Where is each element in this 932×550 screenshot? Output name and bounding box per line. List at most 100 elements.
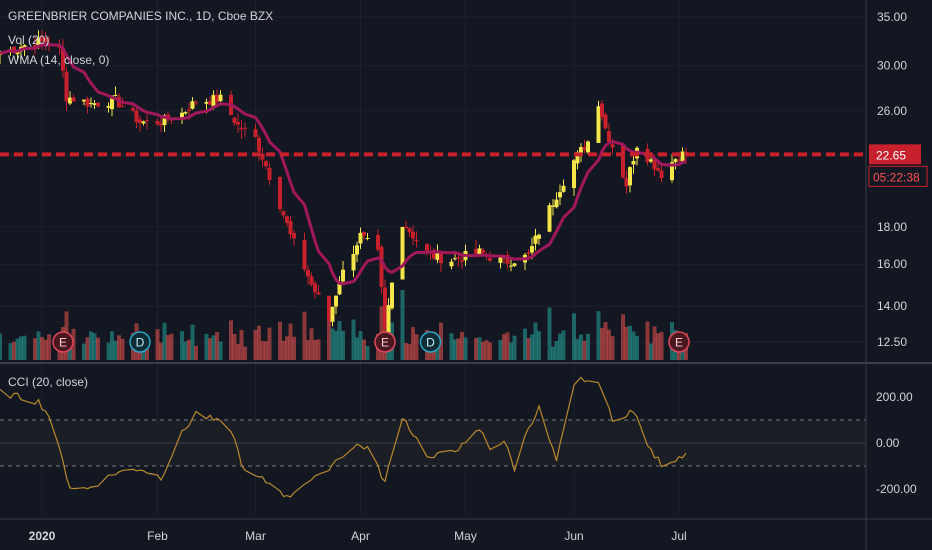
candle-body[interactable] bbox=[386, 305, 391, 333]
candle-body[interactable] bbox=[260, 153, 265, 160]
candle-body[interactable] bbox=[365, 237, 370, 239]
candle-body[interactable] bbox=[460, 260, 464, 262]
candle-body[interactable] bbox=[603, 114, 608, 129]
candle-body[interactable] bbox=[659, 170, 664, 179]
candle-body[interactable] bbox=[71, 97, 76, 102]
candle-body[interactable] bbox=[456, 256, 461, 259]
candle-body[interactable] bbox=[435, 251, 440, 260]
candle-body[interactable] bbox=[159, 123, 163, 126]
candle-body[interactable] bbox=[425, 244, 429, 253]
candle-body[interactable] bbox=[194, 102, 198, 104]
candle-body[interactable] bbox=[309, 276, 314, 285]
wma-legend[interactable]: WMA (14, close, 0) bbox=[8, 53, 110, 67]
cci-axis[interactable]: 200.00 0.00 -200.00 bbox=[876, 390, 917, 496]
candle-body[interactable] bbox=[236, 122, 240, 125]
candle-body[interactable] bbox=[505, 254, 510, 264]
candle-body[interactable] bbox=[278, 177, 282, 210]
candle-body[interactable] bbox=[327, 295, 331, 321]
candle-body[interactable] bbox=[670, 162, 674, 181]
candle-body[interactable] bbox=[43, 37, 48, 43]
candle-body[interactable] bbox=[253, 129, 258, 138]
candle-body[interactable] bbox=[12, 46, 16, 53]
candle-body[interactable] bbox=[218, 94, 223, 102]
candle-body[interactable] bbox=[208, 101, 212, 105]
candle-body[interactable] bbox=[509, 265, 513, 267]
candle-body[interactable] bbox=[183, 112, 188, 114]
dividend-marker[interactable]: D bbox=[419, 331, 442, 353]
candle-body[interactable] bbox=[621, 144, 625, 178]
candle-body[interactable] bbox=[414, 239, 419, 242]
candle-body[interactable] bbox=[334, 295, 338, 307]
candle-body[interactable] bbox=[134, 110, 139, 123]
candle-body[interactable] bbox=[379, 246, 384, 287]
candle-body[interactable] bbox=[477, 248, 482, 255]
candle-body[interactable] bbox=[526, 252, 531, 255]
candle-body[interactable] bbox=[537, 234, 541, 239]
candle-body[interactable] bbox=[554, 199, 559, 208]
symbol-legend[interactable]: GREENBRIER COMPANIES INC., 1D, Cboe BZX bbox=[8, 9, 274, 23]
candle-body[interactable] bbox=[351, 254, 356, 271]
candle-body[interactable] bbox=[404, 226, 408, 229]
candle-body[interactable] bbox=[362, 232, 366, 236]
candle-body[interactable] bbox=[292, 233, 296, 239]
candle-body[interactable] bbox=[92, 103, 97, 105]
price-axis[interactable]: 35.00 30.00 26.00 18.00 16.00 14.00 12.50 bbox=[877, 10, 907, 349]
candle-body[interactable] bbox=[610, 144, 615, 148]
candle-body[interactable] bbox=[264, 161, 268, 167]
candle-body[interactable] bbox=[40, 37, 44, 42]
candle-body[interactable] bbox=[530, 246, 534, 253]
earnings-marker[interactable]: E bbox=[374, 331, 396, 353]
candle-body[interactable] bbox=[558, 192, 562, 198]
candle-body[interactable] bbox=[96, 102, 100, 107]
candle-body[interactable] bbox=[628, 167, 632, 186]
candle-body[interactable] bbox=[586, 141, 590, 153]
candle-body[interactable] bbox=[631, 160, 636, 165]
candle-body[interactable] bbox=[138, 119, 142, 123]
candle-body[interactable] bbox=[652, 160, 657, 170]
candle-body[interactable] bbox=[141, 121, 146, 124]
candle-body[interactable] bbox=[411, 231, 415, 239]
candle-body[interactable] bbox=[330, 306, 335, 322]
earnings-marker[interactable]: E bbox=[668, 331, 690, 353]
candle-body[interactable] bbox=[677, 159, 681, 161]
candle-body[interactable] bbox=[243, 127, 247, 129]
candle-body[interactable] bbox=[61, 47, 65, 71]
candle-body[interactable] bbox=[680, 151, 685, 162]
candle-body[interactable] bbox=[607, 131, 611, 142]
candle-body[interactable] bbox=[355, 245, 359, 255]
candle-body[interactable] bbox=[561, 185, 566, 192]
candle-body[interactable] bbox=[267, 167, 272, 180]
candle-body[interactable] bbox=[162, 115, 167, 126]
candle-body[interactable] bbox=[285, 216, 289, 223]
candle-body[interactable] bbox=[288, 220, 293, 235]
dividend-marker[interactable]: D bbox=[129, 331, 151, 353]
candle-body[interactable] bbox=[488, 258, 492, 261]
candle-body[interactable] bbox=[533, 235, 538, 244]
candle-body[interactable] bbox=[180, 112, 184, 120]
candle-body[interactable] bbox=[316, 292, 321, 295]
candle-body[interactable] bbox=[474, 249, 478, 254]
candle-body[interactable] bbox=[306, 269, 310, 277]
candle-body[interactable] bbox=[239, 127, 244, 130]
candle-body[interactable] bbox=[649, 159, 653, 162]
candle-body[interactable] bbox=[131, 108, 135, 111]
candle-body[interactable] bbox=[600, 103, 604, 117]
candle-body[interactable] bbox=[358, 232, 363, 244]
volume-legend[interactable]: Vol (20) bbox=[8, 33, 50, 47]
candle-body[interactable] bbox=[390, 282, 394, 309]
candle-body[interactable] bbox=[407, 228, 412, 233]
candle-body[interactable] bbox=[449, 261, 454, 267]
candle-body[interactable] bbox=[120, 105, 125, 107]
candle-body[interactable] bbox=[547, 205, 552, 232]
candle-body[interactable] bbox=[575, 152, 580, 164]
candle-body[interactable] bbox=[673, 159, 678, 162]
candle-body[interactable] bbox=[145, 119, 149, 121]
candle-body[interactable] bbox=[512, 263, 517, 266]
candle-body[interactable] bbox=[376, 234, 380, 250]
candle-body[interactable] bbox=[106, 106, 111, 108]
candle-body[interactable] bbox=[257, 137, 261, 152]
candle-body[interactable] bbox=[656, 168, 660, 171]
candle-body[interactable] bbox=[68, 97, 72, 104]
